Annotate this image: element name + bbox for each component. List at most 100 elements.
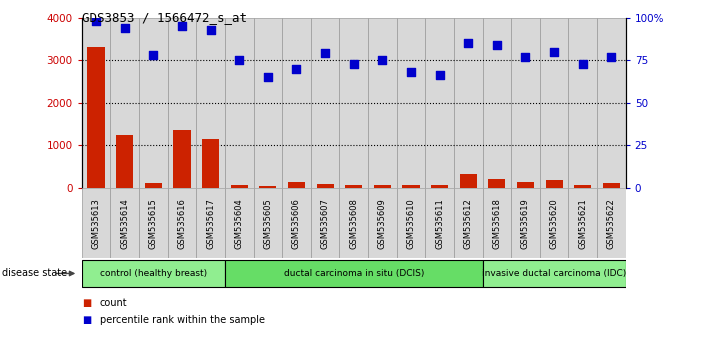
Text: GDS3853 / 1566472_s_at: GDS3853 / 1566472_s_at — [82, 11, 247, 24]
Text: GSM535606: GSM535606 — [292, 198, 301, 249]
Bar — [202, 139, 219, 188]
Bar — [540, 188, 568, 258]
Bar — [425, 188, 454, 258]
Bar — [316, 184, 333, 188]
Text: invasive ductal carcinoma (IDC): invasive ductal carcinoma (IDC) — [482, 269, 626, 278]
Point — [577, 61, 589, 67]
Bar — [225, 188, 254, 258]
Bar — [483, 188, 511, 258]
Text: control (healthy breast): control (healthy breast) — [100, 269, 207, 278]
Text: GSM535620: GSM535620 — [550, 198, 559, 249]
Text: count: count — [100, 298, 127, 308]
Point — [463, 40, 474, 46]
Point — [548, 49, 560, 55]
Bar — [425, 18, 454, 188]
Bar — [116, 135, 133, 188]
Text: GSM535619: GSM535619 — [521, 198, 530, 249]
Point — [491, 42, 503, 48]
Bar — [454, 188, 483, 258]
Text: ■: ■ — [82, 315, 91, 325]
Bar — [311, 18, 339, 188]
Bar — [254, 18, 282, 188]
Bar — [574, 185, 592, 188]
Bar — [145, 183, 162, 188]
Bar — [288, 182, 305, 188]
Point — [205, 27, 216, 33]
Bar — [397, 188, 425, 258]
Point — [520, 54, 531, 59]
Bar — [345, 185, 363, 188]
Bar — [459, 175, 477, 188]
Bar — [82, 18, 110, 188]
Bar — [339, 188, 368, 258]
Point — [377, 57, 388, 63]
Point — [405, 69, 417, 75]
Point — [606, 54, 617, 59]
Bar — [168, 188, 196, 258]
Bar — [597, 18, 626, 188]
Text: GSM535622: GSM535622 — [607, 198, 616, 249]
Bar — [139, 188, 168, 258]
Point — [148, 52, 159, 58]
Text: GSM535612: GSM535612 — [464, 198, 473, 249]
Bar — [454, 18, 483, 188]
Text: GSM535621: GSM535621 — [578, 198, 587, 249]
Bar — [339, 18, 368, 188]
Bar — [540, 18, 568, 188]
Bar — [488, 179, 506, 188]
Text: GSM535613: GSM535613 — [92, 198, 100, 249]
Bar — [568, 18, 597, 188]
Text: GSM535608: GSM535608 — [349, 198, 358, 249]
Text: GSM535614: GSM535614 — [120, 198, 129, 249]
Bar — [397, 18, 425, 188]
Bar — [511, 18, 540, 188]
Text: GSM535609: GSM535609 — [378, 198, 387, 249]
Point — [233, 57, 245, 63]
Text: GSM535617: GSM535617 — [206, 198, 215, 249]
Text: GSM535607: GSM535607 — [321, 198, 330, 249]
Point — [90, 18, 102, 24]
Bar — [173, 130, 191, 188]
Text: GSM535616: GSM535616 — [178, 198, 186, 249]
Text: GSM535611: GSM535611 — [435, 198, 444, 249]
Point — [176, 23, 188, 29]
Bar — [368, 18, 397, 188]
Bar — [110, 188, 139, 258]
Bar — [511, 188, 540, 258]
Bar — [225, 18, 254, 188]
Text: disease state: disease state — [2, 268, 68, 279]
Bar — [82, 188, 110, 258]
Bar — [82, 260, 225, 287]
Text: ductal carcinoma in situ (DCIS): ductal carcinoma in situ (DCIS) — [284, 269, 424, 278]
Bar — [196, 188, 225, 258]
Bar — [87, 47, 105, 188]
Point — [434, 73, 445, 78]
Bar — [368, 188, 397, 258]
Bar — [402, 185, 419, 188]
Bar — [483, 18, 511, 188]
Text: ■: ■ — [82, 298, 91, 308]
Bar — [311, 188, 339, 258]
Bar — [260, 186, 277, 188]
Bar — [374, 185, 391, 188]
Bar — [545, 181, 562, 188]
Bar — [254, 188, 282, 258]
Bar — [139, 18, 168, 188]
Bar — [597, 188, 626, 258]
Bar — [225, 260, 483, 287]
Bar — [196, 18, 225, 188]
Bar — [517, 182, 534, 188]
Text: percentile rank within the sample: percentile rank within the sample — [100, 315, 264, 325]
Point — [348, 61, 359, 67]
Bar — [110, 18, 139, 188]
Text: GSM535604: GSM535604 — [235, 198, 244, 249]
Bar — [168, 18, 196, 188]
Bar — [282, 18, 311, 188]
Point — [319, 51, 331, 56]
Point — [119, 25, 130, 31]
Text: GSM535618: GSM535618 — [492, 198, 501, 249]
Text: GSM535605: GSM535605 — [263, 198, 272, 249]
Bar — [230, 185, 248, 188]
Bar — [603, 183, 620, 188]
Bar — [282, 188, 311, 258]
